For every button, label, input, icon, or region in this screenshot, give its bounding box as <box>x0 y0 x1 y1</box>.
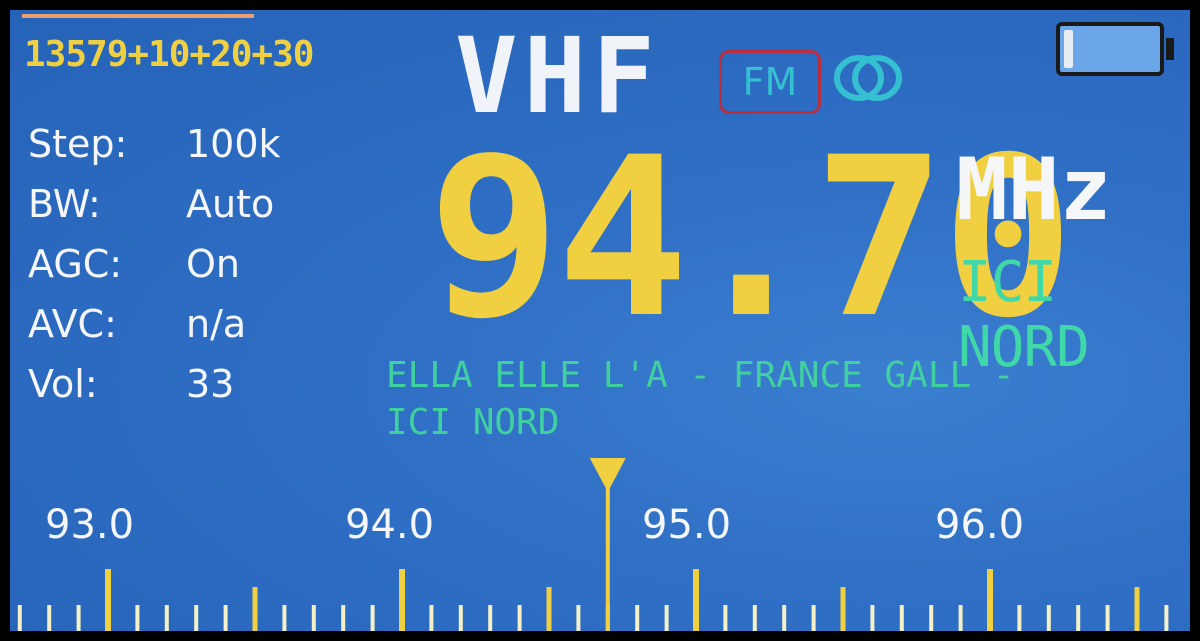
scale-tick <box>17 605 22 631</box>
setting-value: 100k <box>186 122 281 166</box>
scale-tick <box>752 605 757 631</box>
scale-tick <box>664 605 669 631</box>
modulation-badge[interactable]: FM <box>719 50 821 114</box>
scale-tick <box>517 605 522 631</box>
frequency-unit: MHz <box>956 140 1112 240</box>
scale-label: 94.0 <box>345 502 435 548</box>
scale-tick <box>429 605 434 631</box>
setting-step[interactable]: Step: 100k <box>28 122 281 166</box>
tuning-marker-icon[interactable] <box>589 458 626 492</box>
tuning-needle[interactable] <box>605 470 610 631</box>
scale-tick <box>723 605 728 631</box>
setting-avc[interactable]: AVC: n/a <box>28 302 246 346</box>
scale-tick <box>1105 605 1110 631</box>
scale-tick <box>252 587 258 631</box>
rds-text-line-1: ELLA ELLE L'A - FRANCE GALL - <box>386 355 1015 396</box>
scale-tick <box>546 587 552 631</box>
battery-icon <box>1056 22 1174 76</box>
scale-tick <box>341 605 346 631</box>
scale-tick <box>1046 605 1051 631</box>
scale-tick <box>870 605 875 631</box>
setting-volume[interactable]: Vol: 33 <box>28 362 234 406</box>
scale-tick <box>840 587 846 631</box>
setting-value: n/a <box>186 302 247 346</box>
scale-tick <box>1017 605 1022 631</box>
scale-tick <box>693 569 699 631</box>
scale-tick <box>1164 605 1169 631</box>
rds-text-line-2: ICI NORD <box>386 402 560 443</box>
scale-tick <box>135 605 140 631</box>
scale-tick <box>1076 605 1081 631</box>
scale-tick <box>899 605 904 631</box>
setting-label: AVC: <box>28 302 117 346</box>
scale-tick <box>987 569 993 631</box>
scale-tick <box>958 605 963 631</box>
scale-tick <box>194 605 199 631</box>
station-name: ICI NORD <box>958 250 1090 380</box>
scale-tick <box>47 605 52 631</box>
scale-label: 95.0 <box>642 502 732 548</box>
scale-tick <box>458 605 463 631</box>
scale-tick <box>929 605 934 631</box>
scale-tick <box>311 605 316 631</box>
setting-label: BW: <box>28 182 101 226</box>
scale-label: 96.0 <box>935 502 1025 548</box>
setting-label: Step: <box>28 122 128 166</box>
setting-value: On <box>186 242 240 286</box>
scale-tick <box>488 605 493 631</box>
frequency-display[interactable]: 94.70 <box>428 110 1074 366</box>
scale-tick <box>223 605 228 631</box>
setting-value: 33 <box>186 362 235 406</box>
scale-tick <box>782 605 787 631</box>
setting-bandwidth[interactable]: BW: Auto <box>28 182 274 226</box>
scale-tick <box>576 605 581 631</box>
scale-tick <box>635 605 640 631</box>
scale-tick <box>399 569 405 631</box>
scale-tick <box>1134 587 1140 631</box>
memory-string: 13579+10+20+30 <box>24 34 314 75</box>
tuning-scale[interactable] <box>10 450 1190 631</box>
radio-display: 13579+10+20+30 VHF FM Step: 100k BW: Auto … <box>10 10 1190 631</box>
band-label[interactable]: VHF <box>455 15 661 137</box>
setting-agc[interactable]: AGC: On <box>28 242 240 286</box>
scale-tick <box>811 605 816 631</box>
scale-tick <box>370 605 375 631</box>
top-indicator-line <box>22 14 254 18</box>
setting-label: AGC: <box>28 242 123 286</box>
battery-fill <box>1064 30 1073 68</box>
scale-tick <box>105 569 111 631</box>
scale-tick <box>282 605 287 631</box>
scale-label: 93.0 <box>45 502 135 548</box>
scale-tick <box>76 605 81 631</box>
stereo-icon <box>834 55 902 101</box>
scale-tick <box>164 605 169 631</box>
battery-terminal <box>1166 38 1174 60</box>
setting-label: Vol: <box>28 362 98 406</box>
setting-value: Auto <box>186 182 275 226</box>
